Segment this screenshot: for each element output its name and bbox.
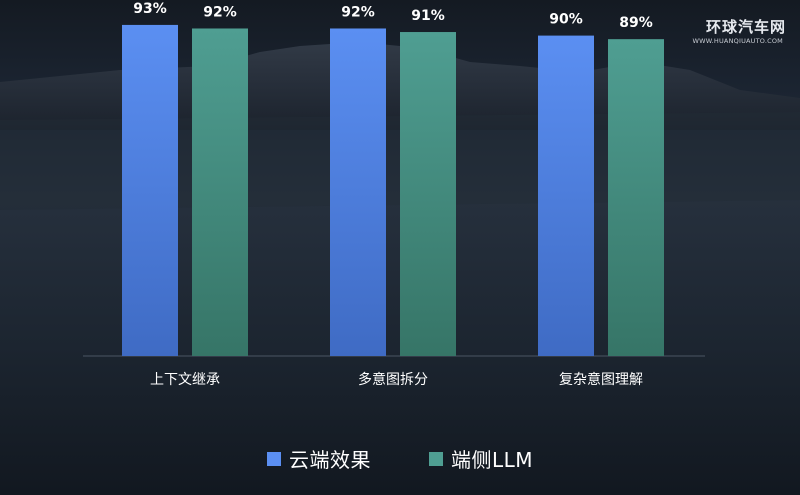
x-tick-labels-group: 上下文继承 多意图拆分 复杂意图理解 [150,371,643,388]
value-label-cloud-1: 92% [341,4,375,20]
x-tick-label-2: 复杂意图理解 [559,371,643,388]
bar-cloud-0 [122,24,178,356]
bar-edge-0 [192,28,248,356]
value-label-edge-2: 89% [619,15,653,31]
bar-edge-2 [608,39,664,356]
x-tick-label-0: 上下文继承 [150,372,220,388]
watermark-subtitle: WWW.HUANQIUAUTO.COM [692,37,783,45]
value-label-cloud-0: 93% [133,1,167,17]
value-label-edge-1: 91% [411,8,445,24]
watermark-title: 环球汽车网 [706,18,787,36]
x-tick-label-1: 多意图拆分 [358,371,428,388]
bars-group [122,24,664,356]
bar-cloud-1 [330,28,386,356]
value-label-cloud-2: 90% [549,12,583,28]
legend-label-edge: 端侧LLM [450,448,534,472]
legend-label-cloud: 云端效果 [288,448,371,472]
legend-item-edge: 端侧LLM [428,444,534,473]
chart-legend: 云端效果 端侧LLM [0,444,800,473]
legend-item-cloud: 云端效果 [266,444,371,473]
watermark-logo: 环球汽车网 WWW.HUANQIUAUTO.COM [692,6,794,45]
value-labels-group: 93% 92% 92% 91% 90% 89% [133,1,653,31]
bar-edge-1 [400,32,456,356]
legend-swatch-edge [428,451,443,466]
value-label-edge-0: 92% [203,4,237,20]
bar-cloud-2 [538,35,594,356]
legend-swatch-cloud [266,451,281,466]
